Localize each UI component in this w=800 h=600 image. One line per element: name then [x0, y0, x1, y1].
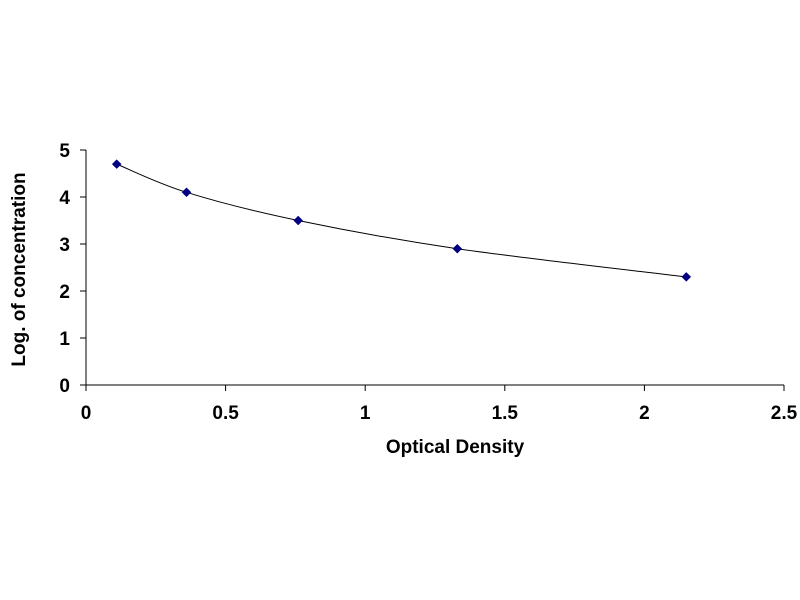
x-axis-title: Optical Density — [386, 437, 525, 458]
data-point — [452, 243, 463, 254]
x-ticks: 0 0.5 1 1.5 2 2.5 — [81, 385, 798, 424]
data-point — [293, 215, 304, 226]
x-tick-label: 0 — [81, 403, 92, 424]
y-tick-label: 4 — [59, 188, 70, 209]
axes — [85, 150, 784, 386]
y-ticks: 0 1 2 3 4 5 — [59, 141, 86, 397]
y-tick-label: 0 — [59, 376, 70, 397]
x-tick-label: 1.5 — [492, 403, 519, 424]
data-point — [181, 187, 192, 198]
y-tick-label: 2 — [59, 282, 70, 303]
data-point — [681, 272, 692, 282]
series-group — [111, 159, 692, 282]
y-tick-label: 3 — [59, 235, 70, 256]
data-point — [111, 159, 122, 169]
x-tick-label: 1 — [360, 403, 371, 424]
x-tick-label: 2.5 — [771, 403, 798, 424]
x-tick-label: 0.5 — [212, 403, 239, 424]
x-tick-label: 2 — [639, 403, 650, 424]
y-tick-label: 1 — [59, 329, 70, 350]
y-tick-label: 5 — [59, 141, 70, 162]
y-axis-title: Log. of concentration — [9, 172, 30, 366]
series-curve — [116, 163, 687, 278]
